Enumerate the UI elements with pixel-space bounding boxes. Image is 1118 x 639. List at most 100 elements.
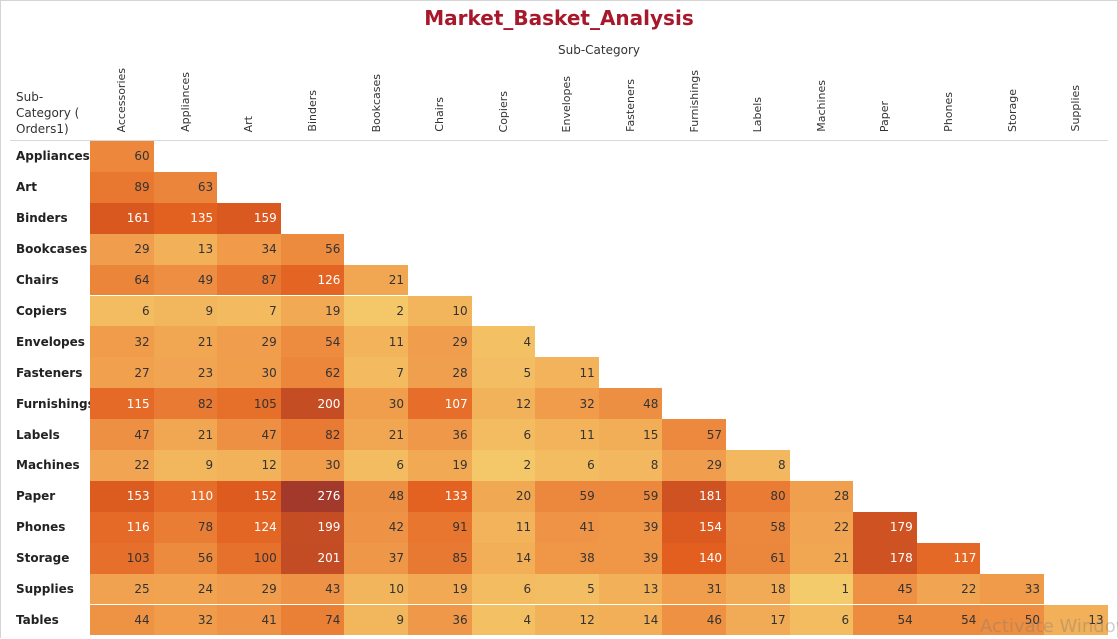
heatmap-cell[interactable]: 39 <box>598 511 663 543</box>
heatmap-cell[interactable]: 21 <box>344 264 408 296</box>
heatmap-cell[interactable]: 78 <box>153 511 218 543</box>
heatmap-cell[interactable]: 153 <box>90 480 154 512</box>
heatmap-cell[interactable]: 19 <box>280 295 345 327</box>
heatmap-cell[interactable]: 32 <box>90 326 154 358</box>
heatmap-cell[interactable]: 82 <box>280 419 345 450</box>
heatmap-cell[interactable]: 28 <box>408 357 472 389</box>
heatmap-cell[interactable]: 31 <box>662 573 726 605</box>
heatmap-cell[interactable]: 44 <box>90 604 154 636</box>
heatmap-cell[interactable]: 9 <box>153 295 218 327</box>
heatmap-cell[interactable]: 42 <box>344 511 408 543</box>
heatmap-cell[interactable]: 60 <box>90 141 154 172</box>
heatmap-cell[interactable]: 54 <box>853 604 917 636</box>
heatmap-cell[interactable]: 6 <box>789 604 854 636</box>
heatmap-cell[interactable]: 21 <box>153 326 218 358</box>
heatmap-cell[interactable]: 133 <box>408 480 472 512</box>
heatmap-cell[interactable]: 6 <box>471 419 536 450</box>
heatmap-cell[interactable]: 36 <box>408 419 472 450</box>
heatmap-cell[interactable]: 100 <box>217 542 281 574</box>
heatmap-cell[interactable]: 43 <box>280 573 345 605</box>
heatmap-cell[interactable]: 8 <box>726 450 790 481</box>
heatmap-cell[interactable]: 74 <box>280 604 345 636</box>
heatmap-cell[interactable]: 6 <box>471 573 536 605</box>
heatmap-cell[interactable]: 2 <box>471 450 536 481</box>
heatmap-cell[interactable]: 17 <box>726 604 790 636</box>
heatmap-cell[interactable]: 59 <box>598 480 663 512</box>
heatmap-cell[interactable]: 13 <box>153 233 218 265</box>
heatmap-cell[interactable]: 25 <box>90 573 154 605</box>
heatmap-cell[interactable]: 32 <box>153 604 218 636</box>
heatmap-cell[interactable]: 6 <box>344 450 408 481</box>
heatmap-cell[interactable]: 85 <box>408 542 472 574</box>
heatmap-cell[interactable]: 5 <box>535 573 599 605</box>
heatmap-cell[interactable]: 11 <box>471 511 536 543</box>
heatmap-cell[interactable]: 19 <box>408 450 472 481</box>
heatmap-cell[interactable]: 19 <box>408 573 472 605</box>
heatmap-cell[interactable]: 7 <box>344 357 408 389</box>
heatmap-cell[interactable]: 46 <box>662 604 726 636</box>
heatmap-cell[interactable]: 41 <box>217 604 281 636</box>
heatmap-cell[interactable]: 34 <box>217 233 281 265</box>
heatmap-cell[interactable]: 135 <box>153 202 218 234</box>
heatmap-cell[interactable]: 48 <box>344 480 408 512</box>
heatmap-cell[interactable]: 9 <box>344 604 408 636</box>
heatmap-cell[interactable]: 10 <box>408 295 472 327</box>
heatmap-cell[interactable]: 11 <box>535 357 599 389</box>
heatmap-cell[interactable]: 29 <box>217 326 281 358</box>
heatmap-cell[interactable]: 47 <box>90 419 154 450</box>
heatmap-cell[interactable]: 10 <box>344 573 408 605</box>
heatmap-cell[interactable]: 30 <box>217 357 281 389</box>
heatmap-cell[interactable]: 27 <box>90 357 154 389</box>
heatmap-cell[interactable]: 32 <box>535 388 599 420</box>
heatmap-cell[interactable]: 12 <box>535 604 599 636</box>
heatmap-cell[interactable]: 29 <box>408 326 472 358</box>
heatmap-cell[interactable]: 11 <box>535 419 599 450</box>
heatmap-cell[interactable]: 126 <box>280 264 345 296</box>
heatmap-cell[interactable]: 154 <box>662 511 726 543</box>
heatmap-cell[interactable]: 178 <box>853 542 917 574</box>
heatmap-cell[interactable]: 161 <box>90 202 154 234</box>
heatmap-cell[interactable]: 1 <box>789 573 854 605</box>
heatmap-cell[interactable]: 6 <box>535 450 599 481</box>
heatmap-cell[interactable]: 58 <box>726 511 790 543</box>
heatmap-cell[interactable]: 14 <box>471 542 536 574</box>
heatmap-cell[interactable]: 201 <box>280 542 345 574</box>
heatmap-cell[interactable]: 57 <box>662 419 726 450</box>
heatmap-cell[interactable]: 21 <box>153 419 218 450</box>
heatmap-cell[interactable]: 22 <box>916 573 981 605</box>
heatmap-cell[interactable]: 181 <box>662 480 726 512</box>
heatmap-cell[interactable]: 152 <box>217 480 281 512</box>
heatmap-cell[interactable]: 56 <box>280 233 345 265</box>
heatmap-cell[interactable]: 115 <box>90 388 154 420</box>
heatmap-cell[interactable]: 37 <box>344 542 408 574</box>
heatmap-cell[interactable]: 28 <box>789 480 854 512</box>
heatmap-cell[interactable]: 62 <box>280 357 345 389</box>
heatmap-cell[interactable]: 13 <box>1044 604 1108 636</box>
heatmap-cell[interactable]: 33 <box>980 573 1044 605</box>
heatmap-cell[interactable]: 41 <box>535 511 599 543</box>
heatmap-cell[interactable]: 30 <box>280 450 345 481</box>
heatmap-cell[interactable]: 45 <box>853 573 917 605</box>
heatmap-cell[interactable]: 49 <box>153 264 218 296</box>
heatmap-cell[interactable]: 14 <box>598 604 663 636</box>
heatmap-cell[interactable]: 116 <box>90 511 154 543</box>
heatmap-cell[interactable]: 63 <box>153 171 218 203</box>
heatmap-cell[interactable]: 29 <box>217 573 281 605</box>
heatmap-cell[interactable]: 9 <box>153 450 218 481</box>
heatmap-cell[interactable]: 105 <box>217 388 281 420</box>
heatmap-cell[interactable]: 140 <box>662 542 726 574</box>
heatmap-cell[interactable]: 7 <box>217 295 281 327</box>
heatmap-cell[interactable]: 12 <box>471 388 536 420</box>
heatmap-cell[interactable]: 276 <box>280 480 345 512</box>
heatmap-cell[interactable]: 91 <box>408 511 472 543</box>
heatmap-cell[interactable]: 21 <box>344 419 408 450</box>
heatmap-cell[interactable]: 15 <box>598 419 663 450</box>
heatmap-cell[interactable]: 24 <box>153 573 218 605</box>
heatmap-cell[interactable]: 4 <box>471 326 536 358</box>
heatmap-cell[interactable]: 50 <box>980 604 1044 636</box>
heatmap-cell[interactable]: 36 <box>408 604 472 636</box>
heatmap-cell[interactable]: 179 <box>853 511 917 543</box>
heatmap-cell[interactable]: 59 <box>535 480 599 512</box>
heatmap-cell[interactable]: 12 <box>217 450 281 481</box>
heatmap-cell[interactable]: 103 <box>90 542 154 574</box>
